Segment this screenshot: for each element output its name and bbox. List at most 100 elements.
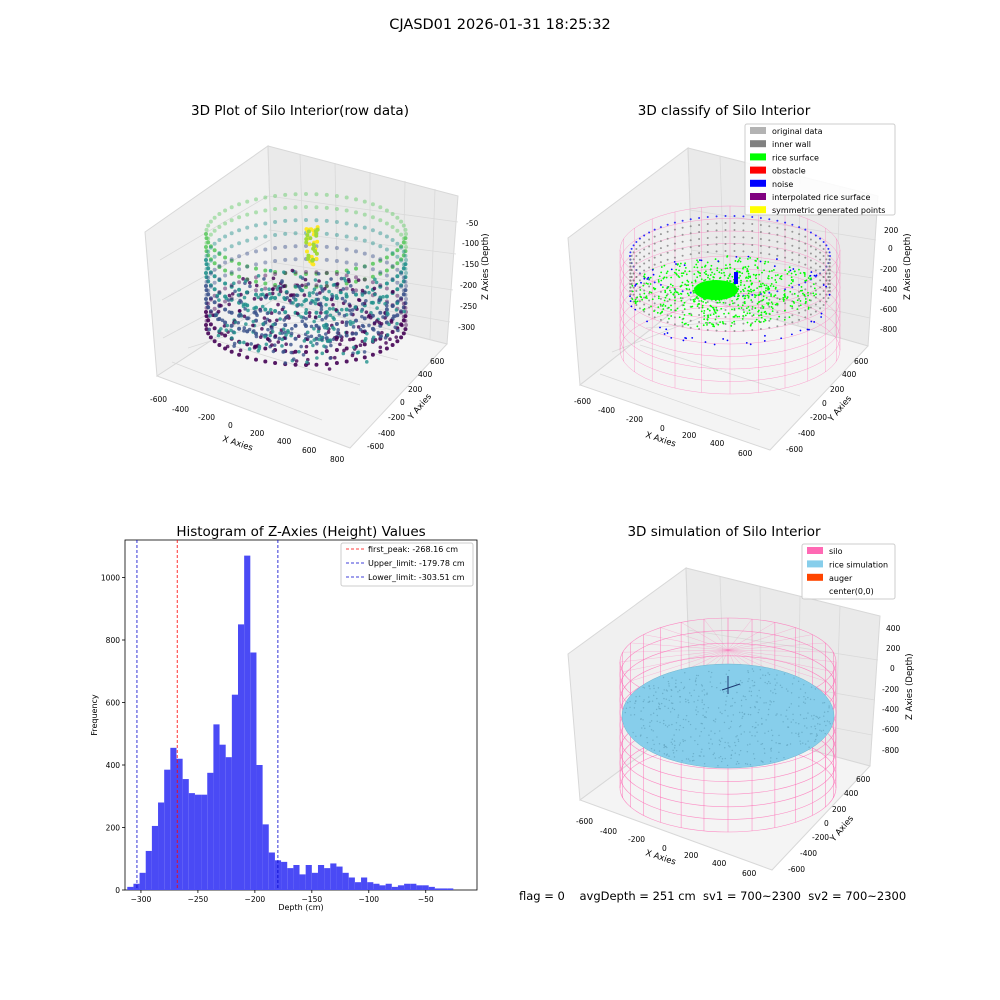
panel-raw-title: 3D Plot of Silo Interior(row data) — [191, 103, 409, 119]
histogram-bar — [256, 765, 263, 890]
svg-text:-250: -250 — [460, 302, 477, 311]
svg-text:-400: -400 — [800, 849, 817, 858]
histogram-bar — [354, 882, 362, 890]
histogram-title: Histogram of Z-Axies (Height) Values — [176, 524, 426, 540]
svg-text:-200: -200 — [628, 835, 645, 844]
svg-text:-400: -400 — [600, 827, 617, 836]
svg-text:-200: -200 — [812, 833, 829, 842]
simulation-legend — [801, 543, 896, 600]
histogram-bar — [188, 793, 195, 890]
svg-text:0: 0 — [400, 398, 405, 407]
histogram-bar — [379, 885, 386, 890]
svg-text:400: 400 — [886, 624, 901, 633]
histogram-bar — [139, 872, 146, 890]
svg-text:-400: -400 — [172, 405, 189, 414]
histogram-x-tick: −100 — [358, 895, 379, 904]
histogram-x-tick: −50 — [418, 895, 434, 904]
histogram-bar — [158, 802, 165, 890]
histogram-bar — [145, 850, 152, 890]
svg-text:200: 200 — [684, 851, 699, 860]
histogram-bar — [342, 872, 349, 890]
panel-simulation-title: 3D simulation of Silo Interior — [627, 524, 821, 540]
histogram-bar — [299, 874, 306, 890]
panel-classify-title: 3D classify of Silo Interior — [637, 103, 811, 119]
svg-text:-200: -200 — [198, 413, 215, 422]
histogram-bar — [238, 624, 245, 890]
histogram-x-tick: −300 — [131, 895, 152, 904]
histogram-bar — [367, 882, 374, 890]
histogram-bar — [213, 724, 220, 890]
histogram-x-tick: −250 — [188, 895, 209, 904]
svg-text:-200: -200 — [388, 413, 405, 422]
svg-text:-50: -50 — [466, 219, 478, 228]
histogram-bar — [176, 758, 183, 890]
legend-entry: symmetric generated points — [772, 206, 885, 215]
legend-entry: silo — [829, 547, 843, 556]
histogram-bar — [293, 865, 300, 890]
svg-text:-600: -600 — [882, 725, 899, 734]
histogram-bar — [127, 886, 134, 890]
classify-legend — [744, 123, 896, 216]
classify-point-cloud — [629, 215, 831, 346]
histogram-legend — [340, 542, 474, 587]
svg-text:600: 600 — [430, 357, 445, 366]
histogram-y-tick: 0 — [115, 886, 120, 895]
legend-entry: auger — [829, 574, 853, 583]
histogram-y-tick: 400 — [106, 761, 121, 770]
histogram-bar — [428, 886, 435, 890]
svg-text:-600: -600 — [150, 395, 167, 404]
svg-text:600: 600 — [742, 869, 757, 878]
svg-text:-600: -600 — [367, 442, 384, 451]
histogram-bar — [348, 877, 355, 890]
histogram-bar — [281, 861, 288, 890]
histogram-y-tick: 1000 — [101, 574, 120, 583]
simulation-rice-surface — [621, 663, 835, 769]
histogram-bar — [361, 877, 368, 890]
svg-text:200: 200 — [832, 805, 847, 814]
histogram-legend-entry: first_peak: -268.16 cm — [368, 545, 458, 554]
histogram-bar — [268, 852, 275, 890]
histogram-bar — [441, 888, 448, 890]
histogram-bar — [330, 863, 337, 890]
legend-entry: original data — [772, 127, 823, 136]
svg-text:-150: -150 — [462, 260, 479, 269]
histogram-bar — [250, 652, 257, 890]
svg-text:400: 400 — [712, 859, 727, 868]
histogram-y-tick: 800 — [106, 636, 121, 645]
svg-text:-200: -200 — [460, 281, 477, 290]
svg-text:-400: -400 — [378, 429, 395, 438]
histogram-bar — [416, 885, 423, 890]
histogram-bar — [311, 872, 318, 890]
svg-text:0: 0 — [824, 819, 829, 828]
legend-entry: rice simulation — [829, 560, 888, 569]
legend-entry: rice surface — [772, 153, 819, 162]
svg-text:-300: -300 — [458, 323, 475, 332]
svg-text:-400: -400 — [882, 705, 899, 714]
histogram-bar — [373, 883, 380, 890]
svg-text:600: 600 — [302, 446, 317, 455]
histogram-bar — [244, 555, 251, 890]
svg-text:400: 400 — [418, 370, 433, 379]
svg-text:Z Axies (Depth): Z Axies (Depth) — [905, 653, 915, 720]
classify-silo-wireframe — [619, 205, 841, 395]
histogram-bar — [422, 885, 429, 890]
histogram-bar — [164, 769, 171, 890]
histogram-x-label: Depth (cm) — [278, 903, 323, 912]
legend-entry: noise — [772, 180, 793, 189]
histogram-bar — [404, 883, 411, 890]
svg-text:-800: -800 — [882, 746, 899, 755]
svg-text:-100: -100 — [462, 239, 479, 248]
legend-entry: center(0,0) — [829, 587, 874, 596]
histogram-y-tick: 200 — [106, 824, 121, 833]
histogram-bar — [410, 883, 417, 890]
histogram-bar — [287, 868, 294, 890]
histogram-bar — [305, 865, 312, 890]
svg-text:400: 400 — [277, 437, 292, 446]
svg-text:-600: -600 — [576, 817, 593, 826]
histogram-y-label: Frequency — [90, 694, 99, 736]
histogram-bar — [225, 757, 232, 890]
